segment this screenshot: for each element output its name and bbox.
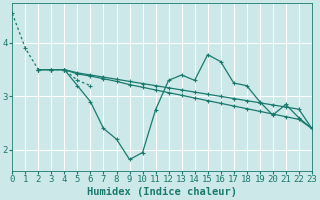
X-axis label: Humidex (Indice chaleur): Humidex (Indice chaleur) — [87, 187, 237, 197]
